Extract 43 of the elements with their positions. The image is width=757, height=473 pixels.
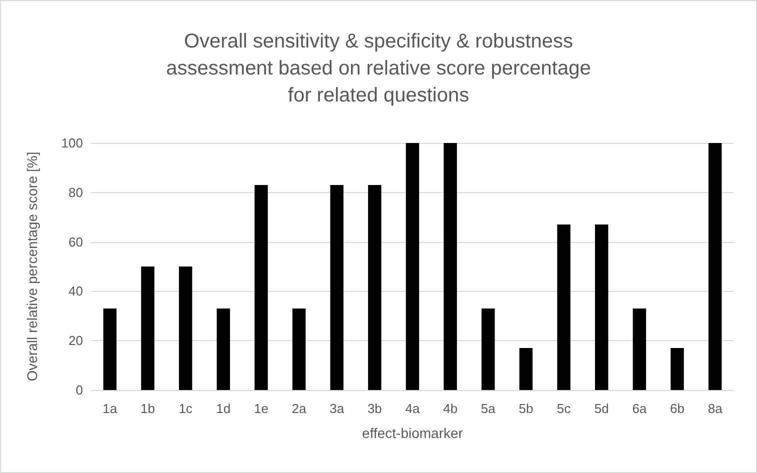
x-tick-label: 6a [632,401,648,416]
x-tick-label: 3a [330,401,345,416]
x-tick-label: 1d [216,401,231,416]
bar [216,308,230,390]
x-tick-label: 5d [594,401,609,416]
bar [254,184,268,390]
x-tick-label: 1e [254,401,268,416]
x-tick-label: 3b [367,401,382,416]
y-tick-label: 0 [76,382,83,398]
x-tick-label: 4a [405,401,420,416]
x-tick-label: 1b [140,401,155,416]
y-tick-label: 60 [68,234,83,250]
bar [519,348,533,390]
x-tick-label: 2a [292,401,308,416]
x-tick-label: 5c [556,401,572,416]
x-tick-label: 5b [518,401,534,416]
bar [670,348,684,390]
y-tick-label: 20 [68,333,83,348]
chart-title: Overall sensitivity & specificity & robustness assessment based on relative score percentage for related questions [166,30,591,106]
bar [178,266,192,390]
x-axis-title: effect-biomarker [362,425,464,441]
bar [708,143,722,390]
x-tick-label: 8a [708,401,724,416]
y-tick-label: 80 [68,184,83,200]
bar [141,266,154,390]
bar [444,143,457,390]
bar [632,308,646,390]
y-tick-label: 100 [61,136,83,150]
bar [292,308,306,390]
x-tick-label: 1c [178,401,193,416]
x-tick-label: 1a [102,401,118,416]
y-tick-label: 40 [68,284,83,299]
x-tick-label: 5a [480,401,496,416]
bar [103,308,117,390]
y-axis-title: Overall relative percentage score [%] [24,152,40,382]
bar [330,184,344,390]
bar [595,224,608,390]
x-tick-label: 6b [670,401,684,416]
bar [557,224,570,390]
bar [406,143,420,390]
x-tick-label: 4b [443,401,458,416]
bar [368,184,382,390]
bar [482,308,495,390]
